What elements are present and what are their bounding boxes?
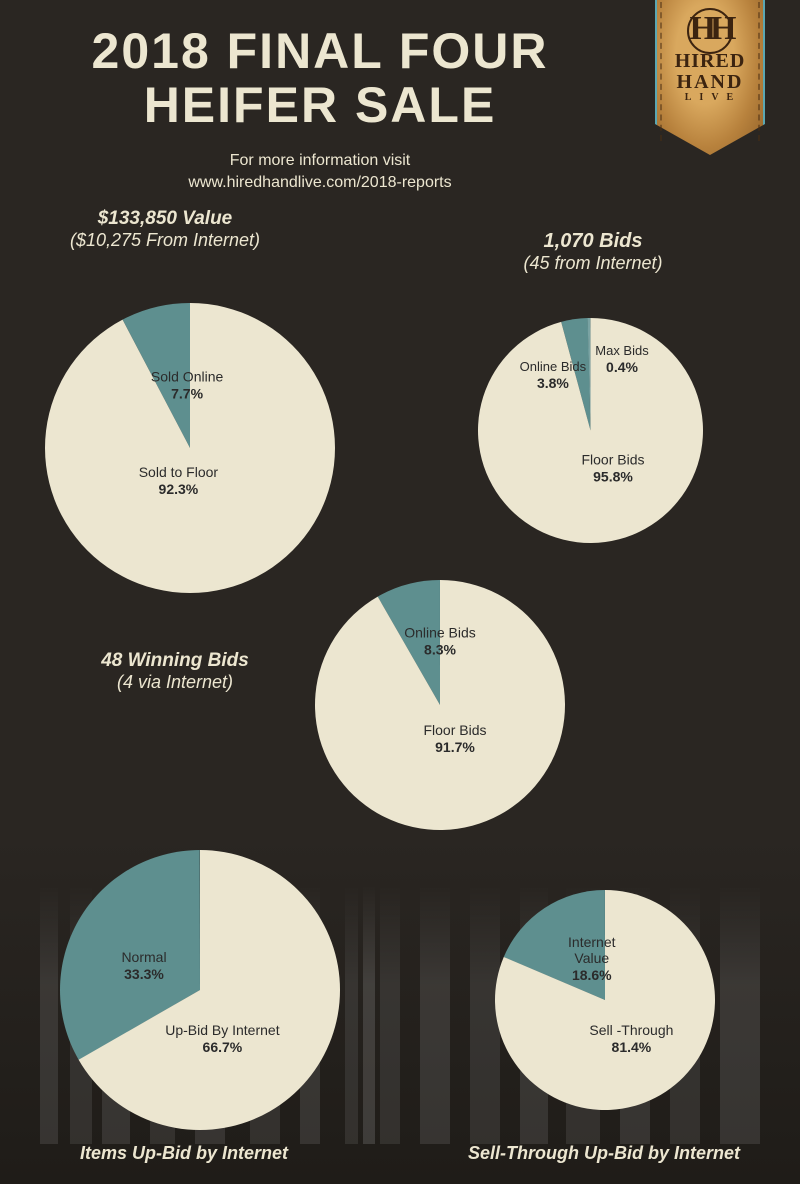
pie-sellthrough: InternetValue18.6%Sell -Through81.4% <box>495 890 715 1110</box>
stat-winning-l2: (4 via Internet) <box>60 672 290 693</box>
pie-winning: Online Bids8.3%Floor Bids91.7% <box>315 580 565 830</box>
pie-value: Sold Online7.7%Sold to Floor92.3% <box>45 303 335 593</box>
pie-bids: Online Bids3.8%Max Bids0.4%Floor Bids95.… <box>478 318 703 543</box>
badge-line2: HAND <box>650 71 770 94</box>
slice-label: InternetValue18.6% <box>568 934 616 983</box>
stat-bids: 1,070 Bids (45 from Internet) <box>458 230 728 274</box>
footer-upbid: Items Up-Bid by Internet <box>80 1143 288 1164</box>
badge-line1: HIRED <box>650 50 770 73</box>
page-title: 2018 FINAL FOUR HEIFER SALE <box>0 24 640 132</box>
brand-badge: HH HIRED HAND LIVE <box>650 0 770 155</box>
stat-winning: 48 Winning Bids (4 via Internet) <box>60 650 290 693</box>
badge-monogram: HH <box>650 12 770 46</box>
subtitle-line2: www.hiredhandlive.com/2018-reports <box>0 174 640 192</box>
footer-sellthrough: Sell-Through Up-Bid by Internet <box>468 1143 740 1164</box>
stat-value-l1: $133,850 Value <box>30 208 300 230</box>
pie-upbid: Normal33.3%Up-Bid By Internet66.7% <box>60 850 340 1130</box>
stat-bids-l2: (45 from Internet) <box>458 253 728 274</box>
stat-value-l2: ($10,275 From Internet) <box>30 230 300 251</box>
slice-label: Normal33.3% <box>121 949 166 982</box>
stat-bids-l1: 1,070 Bids <box>458 230 728 253</box>
stat-winning-l1: 48 Winning Bids <box>60 650 290 672</box>
stat-value: $133,850 Value ($10,275 From Internet) <box>30 208 300 251</box>
badge-line3: LIVE <box>656 92 770 103</box>
subtitle-line1: For more information visit <box>0 152 640 170</box>
